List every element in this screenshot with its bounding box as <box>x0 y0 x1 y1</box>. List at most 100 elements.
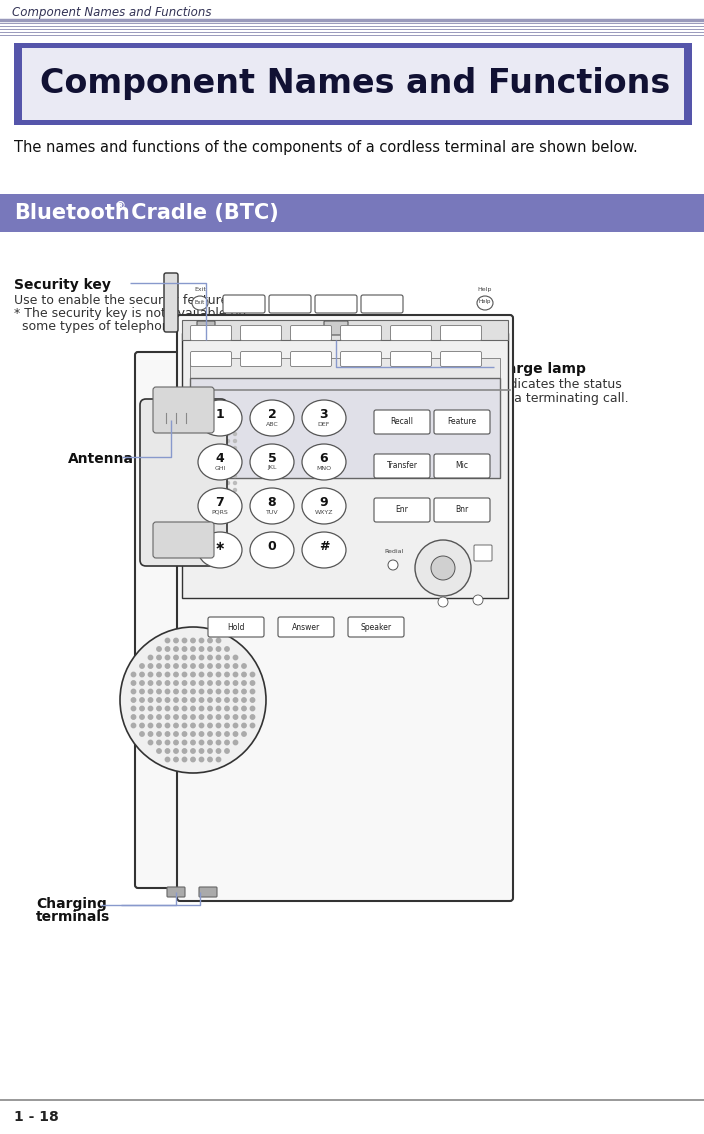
FancyBboxPatch shape <box>441 352 482 366</box>
Circle shape <box>191 758 195 762</box>
Circle shape <box>184 440 187 442</box>
Circle shape <box>184 496 187 499</box>
Circle shape <box>216 689 220 694</box>
Circle shape <box>191 496 194 499</box>
Circle shape <box>174 680 178 685</box>
Circle shape <box>157 714 161 719</box>
Circle shape <box>199 748 203 753</box>
Circle shape <box>220 440 222 442</box>
Circle shape <box>241 680 246 685</box>
FancyBboxPatch shape <box>223 295 265 313</box>
Text: Bluetooth: Bluetooth <box>14 203 130 223</box>
FancyBboxPatch shape <box>241 352 282 366</box>
Circle shape <box>199 474 201 477</box>
Circle shape <box>216 706 220 711</box>
Circle shape <box>182 638 187 643</box>
Ellipse shape <box>192 296 208 310</box>
Text: 6: 6 <box>320 451 328 465</box>
Circle shape <box>234 474 237 477</box>
Circle shape <box>216 748 220 753</box>
Text: Bnr: Bnr <box>455 506 469 515</box>
Circle shape <box>191 723 195 728</box>
Circle shape <box>233 689 238 694</box>
Circle shape <box>213 460 215 464</box>
Circle shape <box>251 689 255 694</box>
Circle shape <box>149 706 153 711</box>
Circle shape <box>191 748 195 753</box>
Circle shape <box>165 758 170 762</box>
Circle shape <box>251 697 255 702</box>
Circle shape <box>208 748 212 753</box>
Circle shape <box>216 741 220 745</box>
FancyBboxPatch shape <box>434 454 490 479</box>
Circle shape <box>184 425 187 429</box>
Circle shape <box>191 672 195 677</box>
Circle shape <box>241 731 246 736</box>
Circle shape <box>140 680 144 685</box>
Text: * The security key is not available on: * The security key is not available on <box>14 307 246 320</box>
Circle shape <box>225 689 230 694</box>
Circle shape <box>140 663 144 668</box>
Circle shape <box>213 454 215 457</box>
Circle shape <box>191 440 194 442</box>
Circle shape <box>225 741 230 745</box>
Text: Charging: Charging <box>36 897 107 911</box>
Circle shape <box>241 723 246 728</box>
Circle shape <box>182 655 187 660</box>
FancyBboxPatch shape <box>158 490 188 542</box>
Circle shape <box>132 672 136 677</box>
Circle shape <box>233 655 238 660</box>
Circle shape <box>165 723 170 728</box>
Text: Enr: Enr <box>396 506 408 515</box>
Ellipse shape <box>198 400 242 435</box>
Circle shape <box>199 425 201 429</box>
FancyBboxPatch shape <box>361 295 403 313</box>
Circle shape <box>182 723 187 728</box>
Circle shape <box>233 706 238 711</box>
Text: Feature: Feature <box>448 417 477 426</box>
Circle shape <box>157 646 161 651</box>
Circle shape <box>174 672 178 677</box>
Circle shape <box>199 697 203 702</box>
Circle shape <box>140 672 144 677</box>
Circle shape <box>227 489 230 491</box>
Circle shape <box>165 697 170 702</box>
Circle shape <box>182 663 187 668</box>
FancyBboxPatch shape <box>153 522 214 558</box>
Circle shape <box>213 425 215 429</box>
Circle shape <box>225 672 230 677</box>
Circle shape <box>184 482 187 484</box>
Ellipse shape <box>250 488 294 524</box>
Circle shape <box>182 689 187 694</box>
Circle shape <box>220 474 222 477</box>
Circle shape <box>174 697 178 702</box>
Circle shape <box>216 731 220 736</box>
FancyBboxPatch shape <box>474 545 492 561</box>
Circle shape <box>233 697 238 702</box>
Circle shape <box>191 474 194 477</box>
Ellipse shape <box>198 532 242 568</box>
Text: Help: Help <box>479 299 491 305</box>
Circle shape <box>206 440 208 442</box>
FancyBboxPatch shape <box>191 325 232 340</box>
Text: Help: Help <box>478 287 492 291</box>
Circle shape <box>225 723 230 728</box>
Circle shape <box>208 646 212 651</box>
Circle shape <box>184 467 187 471</box>
Text: ∗: ∗ <box>215 540 225 552</box>
FancyBboxPatch shape <box>391 325 432 340</box>
Circle shape <box>184 474 187 477</box>
FancyBboxPatch shape <box>315 295 357 313</box>
Circle shape <box>234 425 237 429</box>
Text: 1 - 18: 1 - 18 <box>14 1110 58 1124</box>
Circle shape <box>206 454 208 457</box>
Circle shape <box>174 689 178 694</box>
Circle shape <box>174 646 178 651</box>
Circle shape <box>191 638 195 643</box>
Circle shape <box>251 680 255 685</box>
Circle shape <box>241 697 246 702</box>
Circle shape <box>157 723 161 728</box>
Circle shape <box>208 731 212 736</box>
Circle shape <box>234 440 237 442</box>
Circle shape <box>251 723 255 728</box>
